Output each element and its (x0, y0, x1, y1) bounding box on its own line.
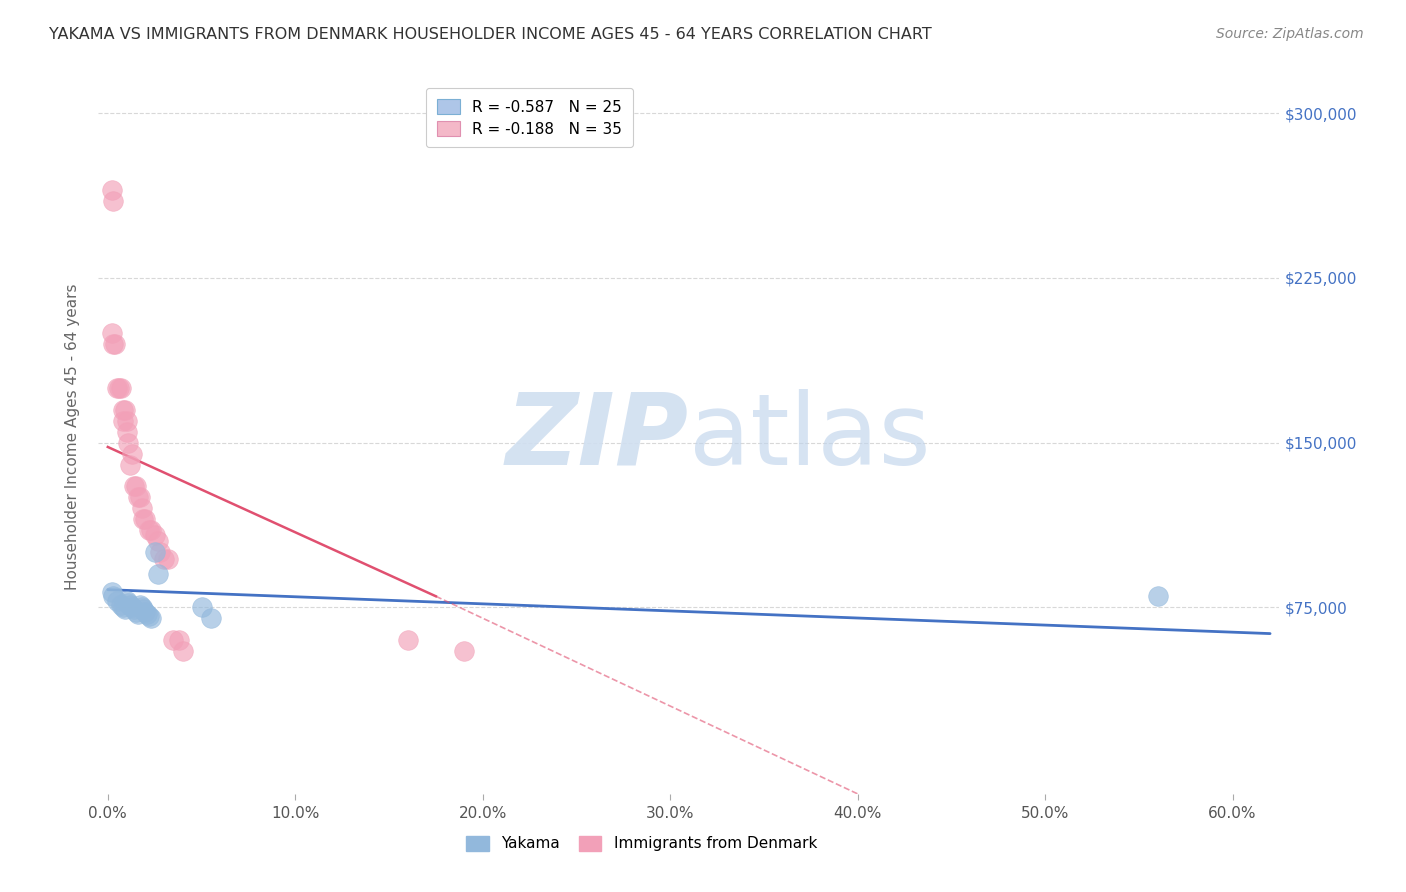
Point (105, 381, 128, 395)
Point (122, 602, 145, 616)
Point (104, 336, 127, 351)
Point (100, 326, 122, 340)
Point (190, 600, 212, 615)
Text: ZIP: ZIP (506, 389, 689, 485)
Point (128, 598, 150, 612)
Text: YAKAMA VS IMMIGRANTS FROM DENMARK HOUSEHOLDER INCOME AGES 45 - 64 YEARS CORRELAT: YAKAMA VS IMMIGRANTS FROM DENMARK HOUSEH… (49, 27, 932, 42)
Point (100, 183, 122, 197)
Y-axis label: Householder Income Ages 45 - 64 years: Householder Income Ages 45 - 64 years (65, 284, 80, 591)
Point (115, 414, 138, 428)
Point (127, 491, 149, 505)
Point (139, 524, 162, 538)
Point (117, 435, 139, 450)
Point (132, 512, 155, 526)
Point (127, 607, 149, 621)
Point (108, 381, 131, 395)
Point (117, 596, 139, 610)
Point (138, 524, 160, 538)
Point (121, 600, 143, 615)
Point (148, 567, 170, 582)
Point (120, 598, 142, 612)
Point (114, 602, 136, 616)
Point (125, 479, 148, 493)
Point (172, 644, 194, 658)
Point (149, 545, 172, 559)
Point (134, 512, 156, 526)
Point (125, 605, 148, 619)
Point (453, 644, 475, 658)
Point (120, 458, 142, 472)
Point (396, 633, 419, 648)
Text: atlas: atlas (689, 389, 931, 485)
Point (134, 605, 156, 619)
Point (1146, 589, 1168, 603)
Point (200, 611, 222, 625)
Point (143, 545, 166, 559)
Point (136, 607, 159, 621)
Point (114, 402, 136, 417)
Point (103, 194, 125, 208)
Point (153, 552, 176, 566)
Point (115, 593, 138, 607)
Point (115, 425, 138, 439)
Point (122, 479, 145, 493)
Point (128, 491, 150, 505)
Point (110, 381, 132, 395)
Point (131, 501, 153, 516)
Point (110, 598, 132, 612)
Point (143, 528, 166, 542)
Point (103, 336, 125, 351)
Point (121, 446, 143, 460)
Point (139, 611, 162, 625)
Text: Source: ZipAtlas.com: Source: ZipAtlas.com (1216, 27, 1364, 41)
Point (105, 593, 128, 607)
Point (156, 552, 179, 566)
Point (111, 414, 134, 428)
Legend: Yakama, Immigrants from Denmark: Yakama, Immigrants from Denmark (460, 830, 823, 857)
Point (148, 534, 170, 549)
Point (132, 602, 155, 616)
Point (111, 600, 134, 615)
Point (100, 585, 122, 599)
Point (111, 402, 134, 417)
Point (131, 600, 153, 615)
Point (103, 589, 125, 603)
Point (167, 633, 190, 648)
Point (138, 609, 160, 624)
Point (162, 633, 184, 648)
